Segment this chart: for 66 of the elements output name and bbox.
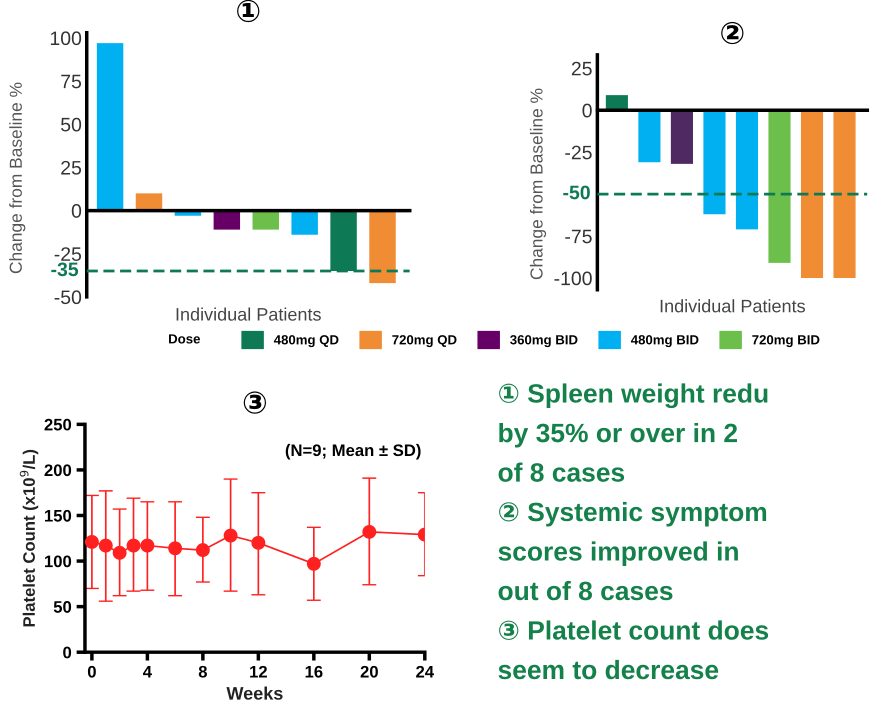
text: ② Systemic symptom xyxy=(499,502,766,527)
y-tick-label: 50 xyxy=(54,601,72,613)
y-tick-label: 50 xyxy=(61,118,82,132)
x-tick-label: 4 xyxy=(143,666,152,678)
y-tick-label: -75 xyxy=(565,230,592,244)
y-tick-label: 100 xyxy=(45,555,72,568)
x-tick-label: 24 xyxy=(416,666,434,678)
annotation: (N=9; Mean ± SD) xyxy=(286,444,421,460)
y-tick-label: -25 xyxy=(565,146,592,160)
point xyxy=(98,538,113,553)
bar xyxy=(369,210,396,284)
x-tick-label: 12 xyxy=(250,666,267,678)
y-tick-label: 250 xyxy=(44,418,72,431)
x-axis-title: Individual Patients xyxy=(176,307,321,321)
legend-label: 480mg BID xyxy=(630,335,698,348)
x-axis-title: Weeks xyxy=(226,686,283,700)
legend-label: 720mg QD xyxy=(392,335,456,348)
point xyxy=(84,534,99,549)
chart-title: ① xyxy=(237,0,260,22)
point xyxy=(362,524,376,539)
point xyxy=(168,541,182,556)
point xyxy=(126,538,140,553)
chart-title: ② xyxy=(721,22,744,44)
point xyxy=(140,538,154,553)
legend-label: 480mg QD xyxy=(274,335,338,348)
point xyxy=(196,543,210,558)
x-axis-title: Individual Patients xyxy=(660,299,805,312)
chart-title: ③ xyxy=(244,391,266,414)
text: seem to decrease xyxy=(498,660,718,680)
text: scores improved in xyxy=(498,541,738,566)
x-tick-label: 8 xyxy=(198,666,207,678)
y-tick-label: 0 xyxy=(63,646,72,658)
x-tick-label: 0 xyxy=(88,666,96,678)
y-tick-label: 0 xyxy=(72,204,82,218)
ref-line-label: -35 xyxy=(51,262,78,276)
y-tick-label: 150 xyxy=(45,510,72,522)
text: of 8 cases xyxy=(498,462,624,482)
y-axis-title: Change from Baseline % xyxy=(530,88,546,280)
text: out of 8 cases xyxy=(498,580,672,600)
y-tick-label: 0 xyxy=(582,104,592,118)
x-tick-label: 20 xyxy=(360,666,378,678)
bar xyxy=(291,210,318,235)
y-tick-label: -25 xyxy=(54,247,82,261)
y-tick-label: 200 xyxy=(44,464,72,476)
point xyxy=(251,536,266,550)
bar xyxy=(96,43,124,211)
legend-title: Dose xyxy=(169,334,200,344)
point xyxy=(224,528,238,542)
y-tick-label: 100 xyxy=(50,31,82,46)
y-tick-label: 75 xyxy=(61,74,82,88)
text: ③ Platelet count does xyxy=(499,620,768,640)
point xyxy=(112,546,127,560)
text: ① Spleen weight redu xyxy=(499,383,768,408)
y-tick-label: 25 xyxy=(61,160,82,175)
y-tick-label: 25 xyxy=(572,62,592,76)
y-tick-label: -100 xyxy=(554,272,592,286)
y-axis-title: Platelet Count (x10$^{9}$/L) xyxy=(20,450,38,626)
bar xyxy=(252,210,279,230)
text: by 35% or over in 2 xyxy=(499,422,738,448)
point xyxy=(306,556,321,571)
x-tick-label: 16 xyxy=(306,666,322,678)
legend-label: 360mg BID xyxy=(510,335,578,348)
legend-label: 720mg BID xyxy=(752,335,820,348)
bar xyxy=(214,210,240,230)
y-axis-title: Change from Baseline % xyxy=(9,82,26,274)
y-tick-label: -50 xyxy=(54,290,82,304)
